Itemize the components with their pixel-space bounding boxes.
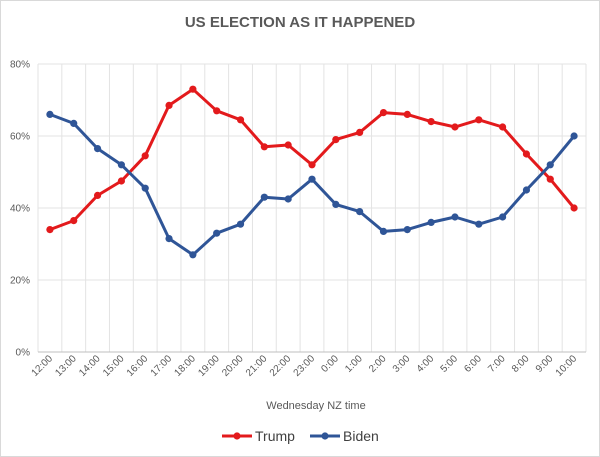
x-tick-label: 6:00 (462, 353, 484, 375)
legend-label: Trump (255, 428, 295, 444)
data-point (284, 195, 292, 203)
data-point (46, 110, 54, 118)
legend-label: Biden (343, 428, 379, 444)
legend-item-trump: Trump (222, 428, 295, 444)
x-tick-label: 8:00 (510, 353, 532, 375)
data-point (141, 152, 149, 160)
series-lines (46, 85, 578, 259)
data-point (522, 150, 531, 158)
data-point (70, 217, 78, 225)
grid (37, 63, 587, 353)
data-point (236, 116, 245, 124)
x-tick-label: 4:00 (415, 353, 437, 375)
x-tick-label: 10:00 (554, 353, 580, 379)
data-point (379, 227, 388, 235)
data-point (332, 136, 340, 144)
data-point (427, 118, 435, 126)
chart-title: US ELECTION AS IT HAPPENED (185, 14, 415, 31)
x-tick-label: 22:00 (268, 353, 294, 379)
data-point (499, 213, 507, 221)
data-point (379, 109, 388, 117)
x-tick-label: 3:00 (391, 353, 413, 375)
x-tick-label: 16:00 (125, 353, 151, 379)
y-axis-ticks: 0% 20% 40% 60% 80% (10, 60, 30, 359)
data-point (403, 110, 411, 118)
series-line (49, 112, 576, 257)
data-point (93, 191, 102, 199)
legend-marker (233, 432, 241, 440)
data-point (189, 251, 197, 259)
y-tick-label: 20% (10, 276, 30, 287)
data-point (93, 145, 102, 153)
x-tick-label: 20:00 (220, 353, 246, 379)
data-point (308, 161, 316, 169)
legend-marker (321, 432, 329, 440)
x-tick-label: 21:00 (244, 353, 270, 379)
data-point (570, 132, 578, 140)
data-point (165, 101, 173, 109)
data-point (499, 123, 507, 131)
x-tick-label: 2:00 (367, 353, 389, 375)
x-tick-label: 7:00 (486, 353, 508, 375)
data-point (451, 213, 459, 221)
x-tick-label: 17:00 (149, 353, 175, 379)
data-point (522, 186, 531, 194)
data-point (46, 226, 54, 234)
data-point (332, 200, 340, 208)
data-point (546, 175, 554, 183)
x-tick-label: 13:00 (53, 353, 79, 379)
data-point (475, 116, 483, 124)
x-tick-label: 19:00 (196, 353, 222, 379)
x-tick-label: 14:00 (77, 353, 103, 379)
legend: Trump Biden (222, 428, 379, 444)
data-point (451, 123, 459, 131)
x-tick-label: 9:00 (534, 353, 556, 375)
y-tick-label: 60% (10, 132, 30, 143)
x-axis-title: Wednesday NZ time (266, 400, 365, 412)
data-point (213, 229, 221, 237)
x-tick-label: 1:00 (343, 353, 365, 375)
data-point (356, 208, 364, 216)
data-point (141, 184, 149, 192)
data-point (165, 235, 173, 243)
data-point (236, 220, 245, 228)
series-biden (46, 110, 578, 259)
x-tick-label: 5:00 (439, 353, 461, 375)
series-line (49, 87, 576, 232)
data-point (260, 143, 268, 151)
y-tick-label: 40% (10, 204, 30, 215)
y-tick-label: 0% (16, 348, 31, 359)
x-tick-label: 12:00 (30, 353, 56, 379)
y-tick-label: 80% (10, 60, 30, 71)
x-tick-label: 15:00 (101, 353, 127, 379)
data-point (403, 226, 411, 234)
data-point (308, 175, 316, 183)
x-tick-label: 18:00 (173, 353, 199, 379)
x-axis-ticks: 12:0013:0014:0015:0016:0017:0018:0019:00… (30, 353, 580, 379)
data-point (117, 161, 125, 169)
data-point (70, 119, 78, 127)
x-tick-label: 0:00 (319, 353, 341, 375)
data-point (189, 85, 197, 93)
data-point (427, 218, 435, 226)
data-point (475, 220, 483, 228)
data-point (117, 177, 125, 185)
data-point (260, 193, 268, 201)
data-point (284, 141, 292, 149)
data-point (570, 204, 578, 212)
data-point (546, 161, 554, 169)
series-trump (46, 85, 578, 234)
data-point (213, 107, 221, 115)
data-point (356, 128, 364, 136)
x-tick-label: 23:00 (292, 353, 318, 379)
legend-item-biden: Biden (310, 428, 379, 444)
